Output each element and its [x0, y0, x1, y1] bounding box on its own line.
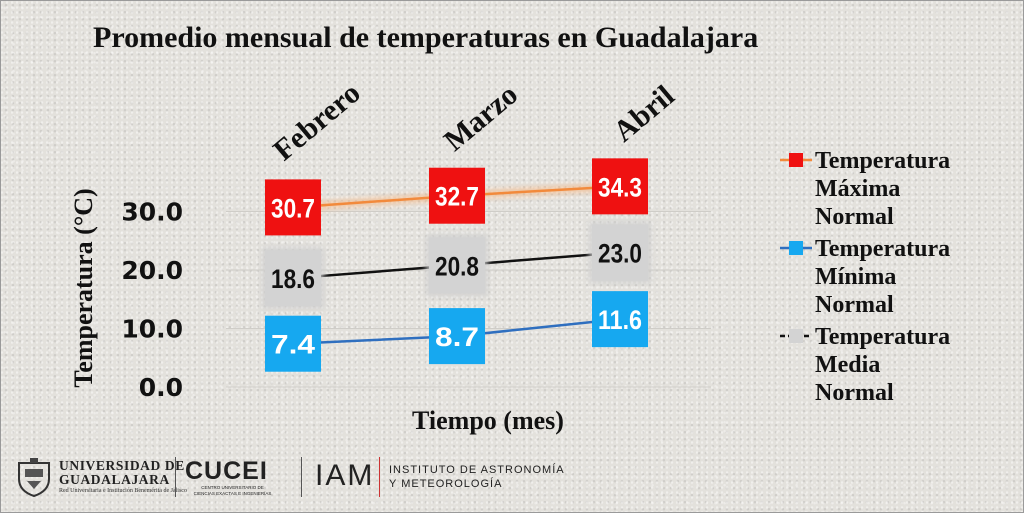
- cucei-name: CUCEI: [185, 457, 268, 485]
- iam-subtitle: INSTITUTO DE ASTRONOMÍA Y METEOROLOGÍA: [389, 463, 565, 491]
- x-tick-labels: Febrero Marzo Abril: [267, 76, 681, 167]
- data-marker: [592, 158, 648, 215]
- legend-label-media-3: Normal: [815, 380, 894, 406]
- y-tick-label: 0.0: [139, 373, 183, 402]
- data-marker: [429, 237, 485, 294]
- footer-divider-3: [379, 457, 380, 497]
- legend-item-maxima: Temperatura Máxima Normal: [779, 147, 1019, 231]
- data-marker: [265, 250, 321, 307]
- footer-divider-1: [175, 457, 176, 497]
- legend-label-maxima-1: Temperatura: [815, 148, 951, 174]
- legend-label-media-2: Media: [815, 352, 881, 378]
- legend-label-minima-3: Normal: [815, 292, 894, 318]
- x-tick-label: Abril: [607, 79, 681, 148]
- data-marker: [429, 167, 485, 224]
- x-axis-title: Tiempo (mes): [412, 406, 564, 435]
- y-tick-labels: 0.0 10.0 20.0 30.0: [121, 198, 183, 403]
- y-axis-title: Temperatura (°C): [69, 188, 98, 387]
- data-marker: [265, 179, 321, 236]
- data-marker: [592, 291, 648, 348]
- udg-line-3: Red Universitaria e Institución Beneméri…: [59, 488, 187, 494]
- data-label: 11.6: [598, 305, 642, 335]
- udg-line-1: UNIVERSIDAD DE: [59, 458, 185, 473]
- data-label: 34.3: [598, 172, 642, 202]
- legend-marker-maxima: [780, 153, 812, 167]
- legend-label-maxima-3: Normal: [815, 204, 894, 230]
- iam-name: IAM: [315, 459, 375, 492]
- legend-label-minima-2: Mínima: [815, 264, 897, 290]
- data-label: 8.7: [435, 322, 479, 352]
- cucei-sub-1: CENTRO UNIVERSITARIO DE: [201, 485, 264, 490]
- data-marker: [265, 315, 321, 372]
- data-label: 18.6: [271, 264, 315, 294]
- data-label: 23.0: [598, 238, 642, 268]
- iam-sub-1: INSTITUTO DE ASTRONOMÍA: [389, 464, 565, 476]
- data-marker: [429, 308, 485, 365]
- legend-label-media-1: Temperatura: [815, 324, 951, 350]
- data-label: 20.8: [435, 251, 479, 281]
- udg-wordmark: UNIVERSIDAD DE GUADALAJARA Red Universit…: [59, 459, 187, 495]
- x-tick-label: Marzo: [438, 78, 524, 158]
- legend-label-maxima-2: Máxima: [815, 176, 901, 202]
- chart-title: Promedio mensual de temperaturas en Guad…: [93, 21, 759, 54]
- legend-item-minima: Temperatura Mínima Normal: [779, 235, 1019, 319]
- data-label: 7.4: [271, 330, 315, 360]
- iam-sub-2: Y METEOROLOGÍA: [389, 478, 503, 490]
- y-tick-label: 10.0: [121, 315, 183, 344]
- footer-logos: UNIVERSIDAD DE GUADALAJARA Red Universit…: [15, 453, 715, 503]
- legend-label-minima-1: Temperatura: [815, 236, 951, 262]
- legend: Temperatura Máxima Normal Temperatura Mí…: [779, 147, 1019, 411]
- data-label: 32.7: [435, 182, 479, 212]
- data-marker: [592, 224, 648, 281]
- udg-seal-icon: [18, 458, 50, 497]
- footer-divider-2: [301, 457, 302, 497]
- cucei-logo: CUCEI CENTRO UNIVERSITARIO DE CIENCIAS E…: [185, 457, 280, 497]
- y-tick-label: 30.0: [121, 198, 183, 227]
- legend-marker-media: [780, 329, 812, 343]
- legend-item-media: Temperatura Media Normal: [779, 323, 1019, 407]
- series-markers: 30.7 32.7 34.3 7.4 8.7 11.6 18.6 20.8 23.0: [262, 158, 651, 372]
- data-label: 30.7: [271, 193, 315, 223]
- legend-marker-minima: [780, 241, 812, 255]
- y-tick-label: 20.0: [121, 256, 183, 285]
- cucei-sub-2: CIENCIAS EXACTAS E INGENIERÍAS: [193, 491, 272, 496]
- udg-line-2: GUADALAJARA: [59, 472, 170, 487]
- x-tick-label: Febrero: [267, 76, 366, 167]
